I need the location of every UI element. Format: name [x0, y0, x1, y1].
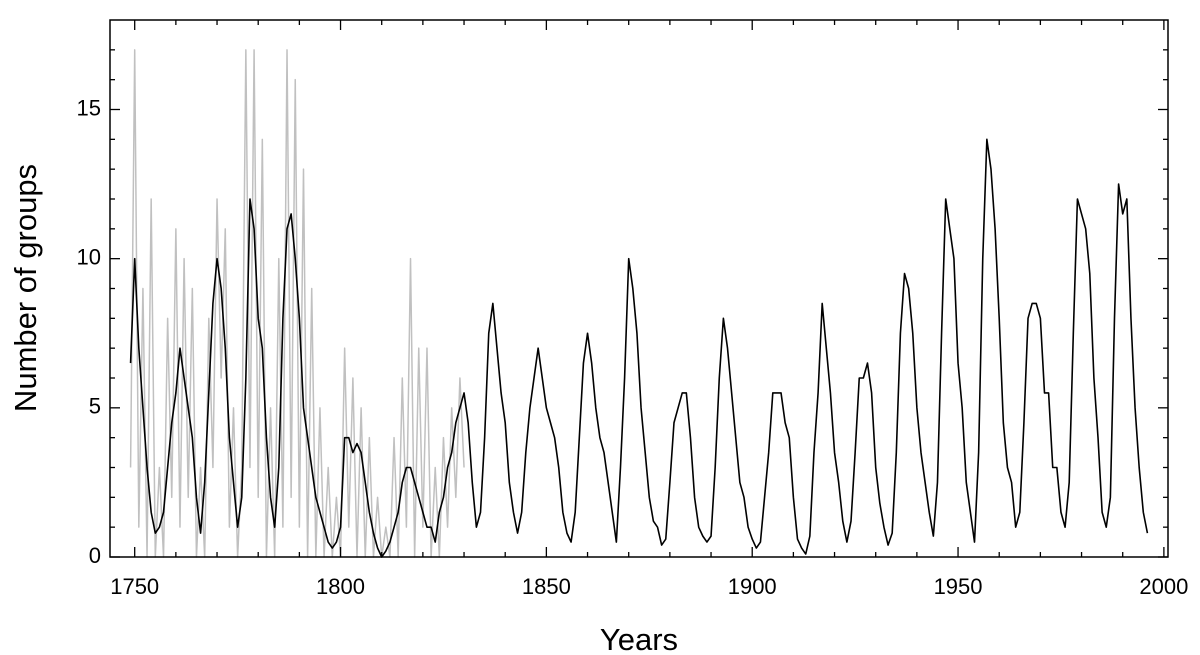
x-tick-label: 1750	[110, 574, 159, 599]
y-tick-label: 5	[89, 394, 101, 419]
data-line	[129, 49, 465, 558]
x-tick-label: 1950	[934, 574, 983, 599]
y-tick-label: 15	[77, 95, 101, 120]
x-tick-label: 1900	[728, 574, 777, 599]
x-tick-label: 1800	[316, 574, 365, 599]
data-line	[129, 138, 1149, 558]
x-axis-label: Years	[600, 622, 678, 655]
x-tick-label: 2000	[1139, 574, 1188, 599]
x-tick-label: 1850	[522, 574, 571, 599]
y-tick-label: 0	[89, 543, 101, 568]
y-axis-label: Number of groups	[8, 164, 43, 412]
y-tick-label: 10	[77, 244, 101, 269]
